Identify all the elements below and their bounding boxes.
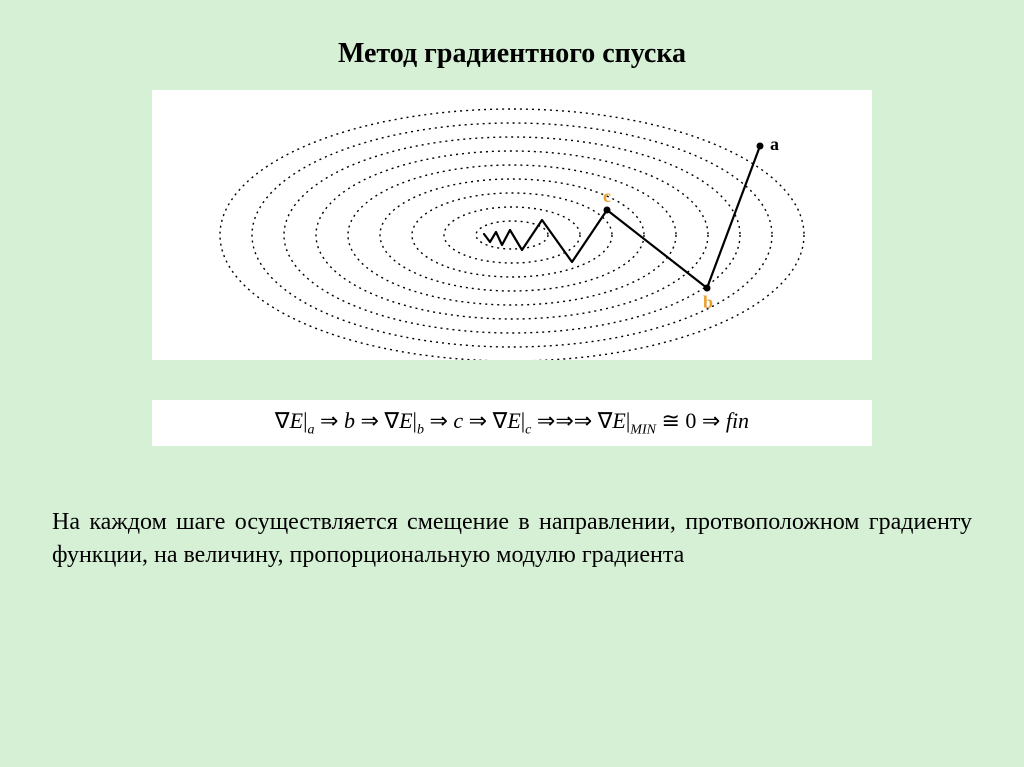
- page-title: Метод градиентного спуска: [0, 0, 1024, 70]
- formula: ∇E|a ⇒ b ⇒ ∇E|b ⇒ c ⇒ ∇E|c ⇒⇒⇒ ∇E|MIN ≅ …: [152, 400, 872, 446]
- contour-diagram: a b c: [152, 90, 872, 360]
- svg-text:b: b: [703, 292, 713, 312]
- description-text: На каждом шаге осуществляется смещение в…: [52, 506, 972, 571]
- svg-text:c: c: [603, 186, 611, 206]
- svg-text:a: a: [770, 134, 779, 154]
